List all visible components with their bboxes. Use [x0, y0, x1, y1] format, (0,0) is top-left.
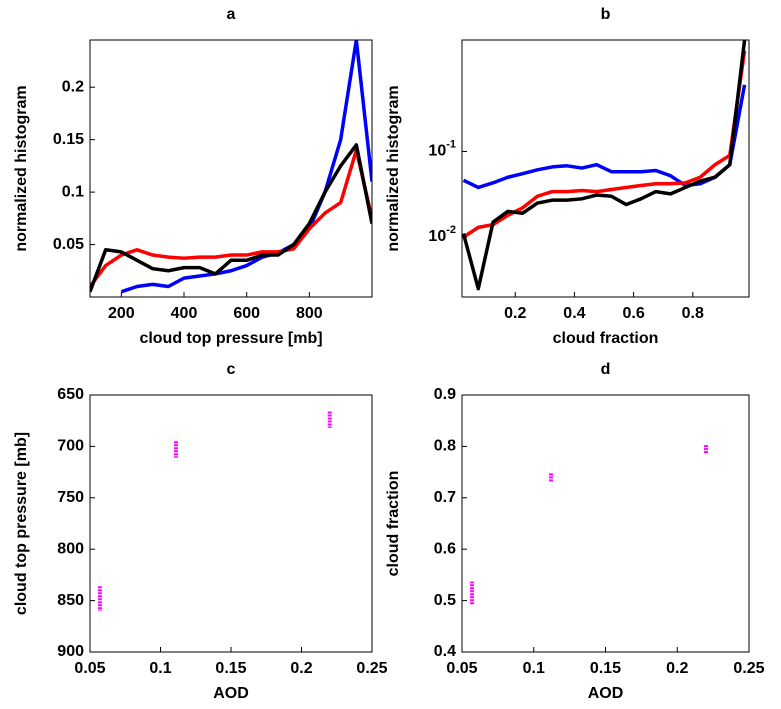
- axes-box: [461, 39, 750, 298]
- panel-title: b: [601, 6, 611, 23]
- axes-box: [89, 394, 373, 653]
- panel-title: c: [227, 361, 236, 378]
- x-tick-label: 0.6: [622, 305, 644, 322]
- panel-title: d: [601, 361, 611, 378]
- axes-box: [89, 39, 373, 298]
- panel-title: a: [227, 6, 236, 23]
- x-tick-label: 600: [233, 305, 260, 322]
- series-line: [462, 50, 747, 239]
- x-tick-label: 0.2: [504, 305, 526, 322]
- y-tick-label: 0.15: [53, 131, 84, 148]
- x-tick-label: 0.8: [682, 305, 704, 322]
- y-tick-label: 900: [57, 643, 84, 660]
- series-line: [462, 84, 747, 190]
- y-tick-label: 0.6: [434, 540, 456, 557]
- x-axis-label: AOD: [588, 685, 624, 702]
- series-line: [90, 148, 372, 288]
- axes-box: [461, 394, 750, 653]
- x-axis-label: AOD: [213, 685, 249, 702]
- y-tick-label: 750: [57, 489, 84, 506]
- series-line: [90, 143, 372, 293]
- series-line: [462, 40, 747, 291]
- y-tick-label: 0.5: [434, 592, 456, 609]
- y-tick-label: 650: [57, 386, 84, 403]
- series-line: [120, 40, 372, 294]
- y-tick-label: 0.2: [62, 78, 84, 95]
- x-tick-label: 0.25: [733, 660, 764, 677]
- y-tick-label: 0.9: [434, 386, 456, 403]
- x-tick-label: 0.2: [666, 660, 688, 677]
- x-tick-label: 0.1: [523, 660, 545, 677]
- y-axis-label: normalized histogram: [385, 85, 402, 251]
- y-tick-label: 10-1: [428, 138, 456, 159]
- y-tick-label: 0.8: [434, 438, 456, 455]
- x-tick-label: 200: [108, 305, 135, 322]
- y-axis-label: cloud top pressure [mb]: [13, 432, 30, 615]
- x-tick-label: 0.1: [149, 660, 171, 677]
- x-tick-label: 0.4: [563, 305, 585, 322]
- y-tick-label: 0.4: [434, 643, 456, 660]
- y-tick-label: 10-2: [428, 224, 456, 245]
- x-tick-label: 0.05: [446, 660, 477, 677]
- x-tick-label: 0.25: [356, 660, 387, 677]
- y-tick-label: 0.1: [62, 183, 84, 200]
- x-tick-label: 0.15: [215, 660, 246, 677]
- y-tick-label: 0.05: [53, 236, 84, 253]
- x-tick-label: 0.15: [590, 660, 621, 677]
- x-axis-label: cloud fraction: [553, 330, 659, 347]
- y-axis-label: cloud fraction: [385, 471, 402, 577]
- x-tick-label: 0.2: [290, 660, 312, 677]
- y-axis-label: normalized histogram: [13, 85, 30, 251]
- x-axis-label: cloud top pressure [mb]: [139, 330, 322, 347]
- y-tick-label: 700: [57, 438, 84, 455]
- x-tick-label: 0.05: [74, 660, 105, 677]
- y-tick-label: 0.7: [434, 489, 456, 506]
- y-tick-label: 850: [57, 592, 84, 609]
- y-tick-label: 800: [57, 540, 84, 557]
- x-tick-label: 400: [171, 305, 198, 322]
- x-tick-label: 800: [296, 305, 323, 322]
